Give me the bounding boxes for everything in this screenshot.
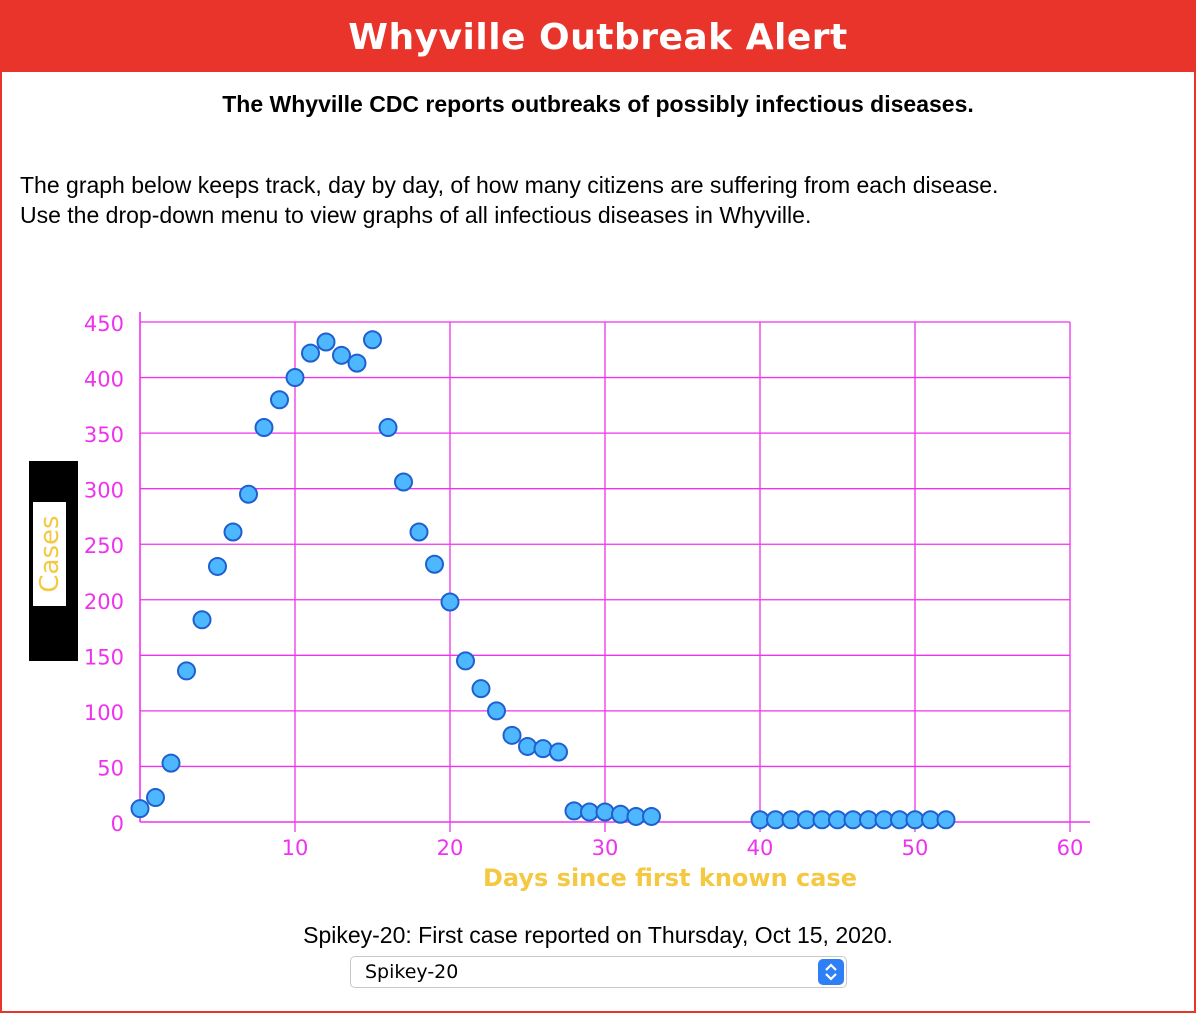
select-arrows-icon[interactable] xyxy=(818,959,844,985)
x-tick-label-20: 20 xyxy=(437,836,464,860)
x-tick-label-40: 40 xyxy=(747,836,774,860)
data-point xyxy=(192,610,212,630)
data-point xyxy=(626,806,646,826)
y-tick-label-100: 100 xyxy=(84,701,124,725)
data-point xyxy=(564,801,584,821)
data-point xyxy=(797,810,816,830)
data-point xyxy=(130,799,150,819)
report-subtitle: The Whyville CDC reports outbreaks of po… xyxy=(222,91,974,117)
data-point xyxy=(471,679,491,699)
data-point xyxy=(487,701,506,721)
data-point xyxy=(146,788,165,808)
y-axis-label: Cases xyxy=(35,515,65,592)
data-point xyxy=(409,522,429,542)
data-point xyxy=(239,484,258,504)
data-point xyxy=(177,661,196,681)
data-point xyxy=(378,418,398,438)
description-line-2: Use the drop-down menu to view graphs of… xyxy=(20,202,812,228)
data-point xyxy=(301,343,320,363)
y-tick-label-0: 0 xyxy=(111,812,124,836)
data-point xyxy=(766,810,785,830)
x-axis-label: Days since first known case xyxy=(483,864,857,892)
data-point xyxy=(750,810,770,830)
data-point xyxy=(440,592,460,612)
data-point xyxy=(642,806,661,826)
y-tick-label-250: 250 xyxy=(84,534,124,558)
page-title: Whyville Outbreak Alert xyxy=(348,16,848,58)
data-points xyxy=(130,330,956,830)
description: The graph below keeps track, day by day,… xyxy=(20,170,1180,230)
data-point xyxy=(254,418,274,438)
data-point xyxy=(208,556,227,576)
y-tick-label-400: 400 xyxy=(84,368,124,392)
data-point xyxy=(781,810,801,830)
data-point xyxy=(859,810,878,830)
y-tick-label-50: 50 xyxy=(97,756,124,780)
first-case-caption: Spikey-20: First case reported on Thursd… xyxy=(303,922,893,948)
data-point xyxy=(502,725,522,745)
y-tick-label-350: 350 xyxy=(84,423,124,447)
y-tick-labels: 0 50 100 150 200 250 300 350 400 450 xyxy=(84,312,124,836)
x-tick-labels: 10 20 30 40 50 60 xyxy=(282,836,1084,860)
data-point xyxy=(332,345,351,365)
data-point xyxy=(874,810,894,830)
data-point xyxy=(828,810,847,830)
data-point xyxy=(394,472,413,492)
data-point xyxy=(611,804,630,824)
disease-select-value: Spikey-20 xyxy=(365,961,459,983)
data-point xyxy=(363,330,382,350)
y-axis-label-inset xyxy=(33,502,66,606)
y-tick-label-200: 200 xyxy=(84,590,124,614)
disease-select[interactable]: Spikey-20 xyxy=(350,956,847,988)
description-line-1: The graph below keeps track, day by day,… xyxy=(20,172,999,198)
data-point xyxy=(549,742,568,762)
data-point xyxy=(595,802,615,822)
x-tick-label-30: 30 xyxy=(592,836,619,860)
y-tick-label-150: 150 xyxy=(84,645,124,669)
data-point xyxy=(580,802,599,822)
data-point xyxy=(285,368,305,388)
x-tick-label-10: 10 xyxy=(282,836,309,860)
y-tick-label-300: 300 xyxy=(84,479,124,503)
data-point xyxy=(812,810,832,830)
title-bar: Whyville Outbreak Alert xyxy=(2,2,1194,72)
data-point xyxy=(518,736,537,756)
y-tick-label-450: 450 xyxy=(84,312,124,336)
data-point xyxy=(533,739,553,759)
data-point xyxy=(921,810,940,830)
data-point xyxy=(425,554,444,574)
x-tick-label-60: 60 xyxy=(1057,836,1084,860)
data-point xyxy=(890,810,909,830)
data-point xyxy=(843,810,863,830)
data-point xyxy=(347,353,367,373)
x-tick-label-50: 50 xyxy=(902,836,929,860)
data-point xyxy=(936,810,956,830)
data-point xyxy=(270,390,289,410)
data-point xyxy=(316,332,336,352)
data-point xyxy=(905,810,925,830)
data-point xyxy=(223,522,243,542)
chart-grid xyxy=(139,312,1090,832)
data-point xyxy=(456,651,475,671)
data-point xyxy=(161,753,181,773)
